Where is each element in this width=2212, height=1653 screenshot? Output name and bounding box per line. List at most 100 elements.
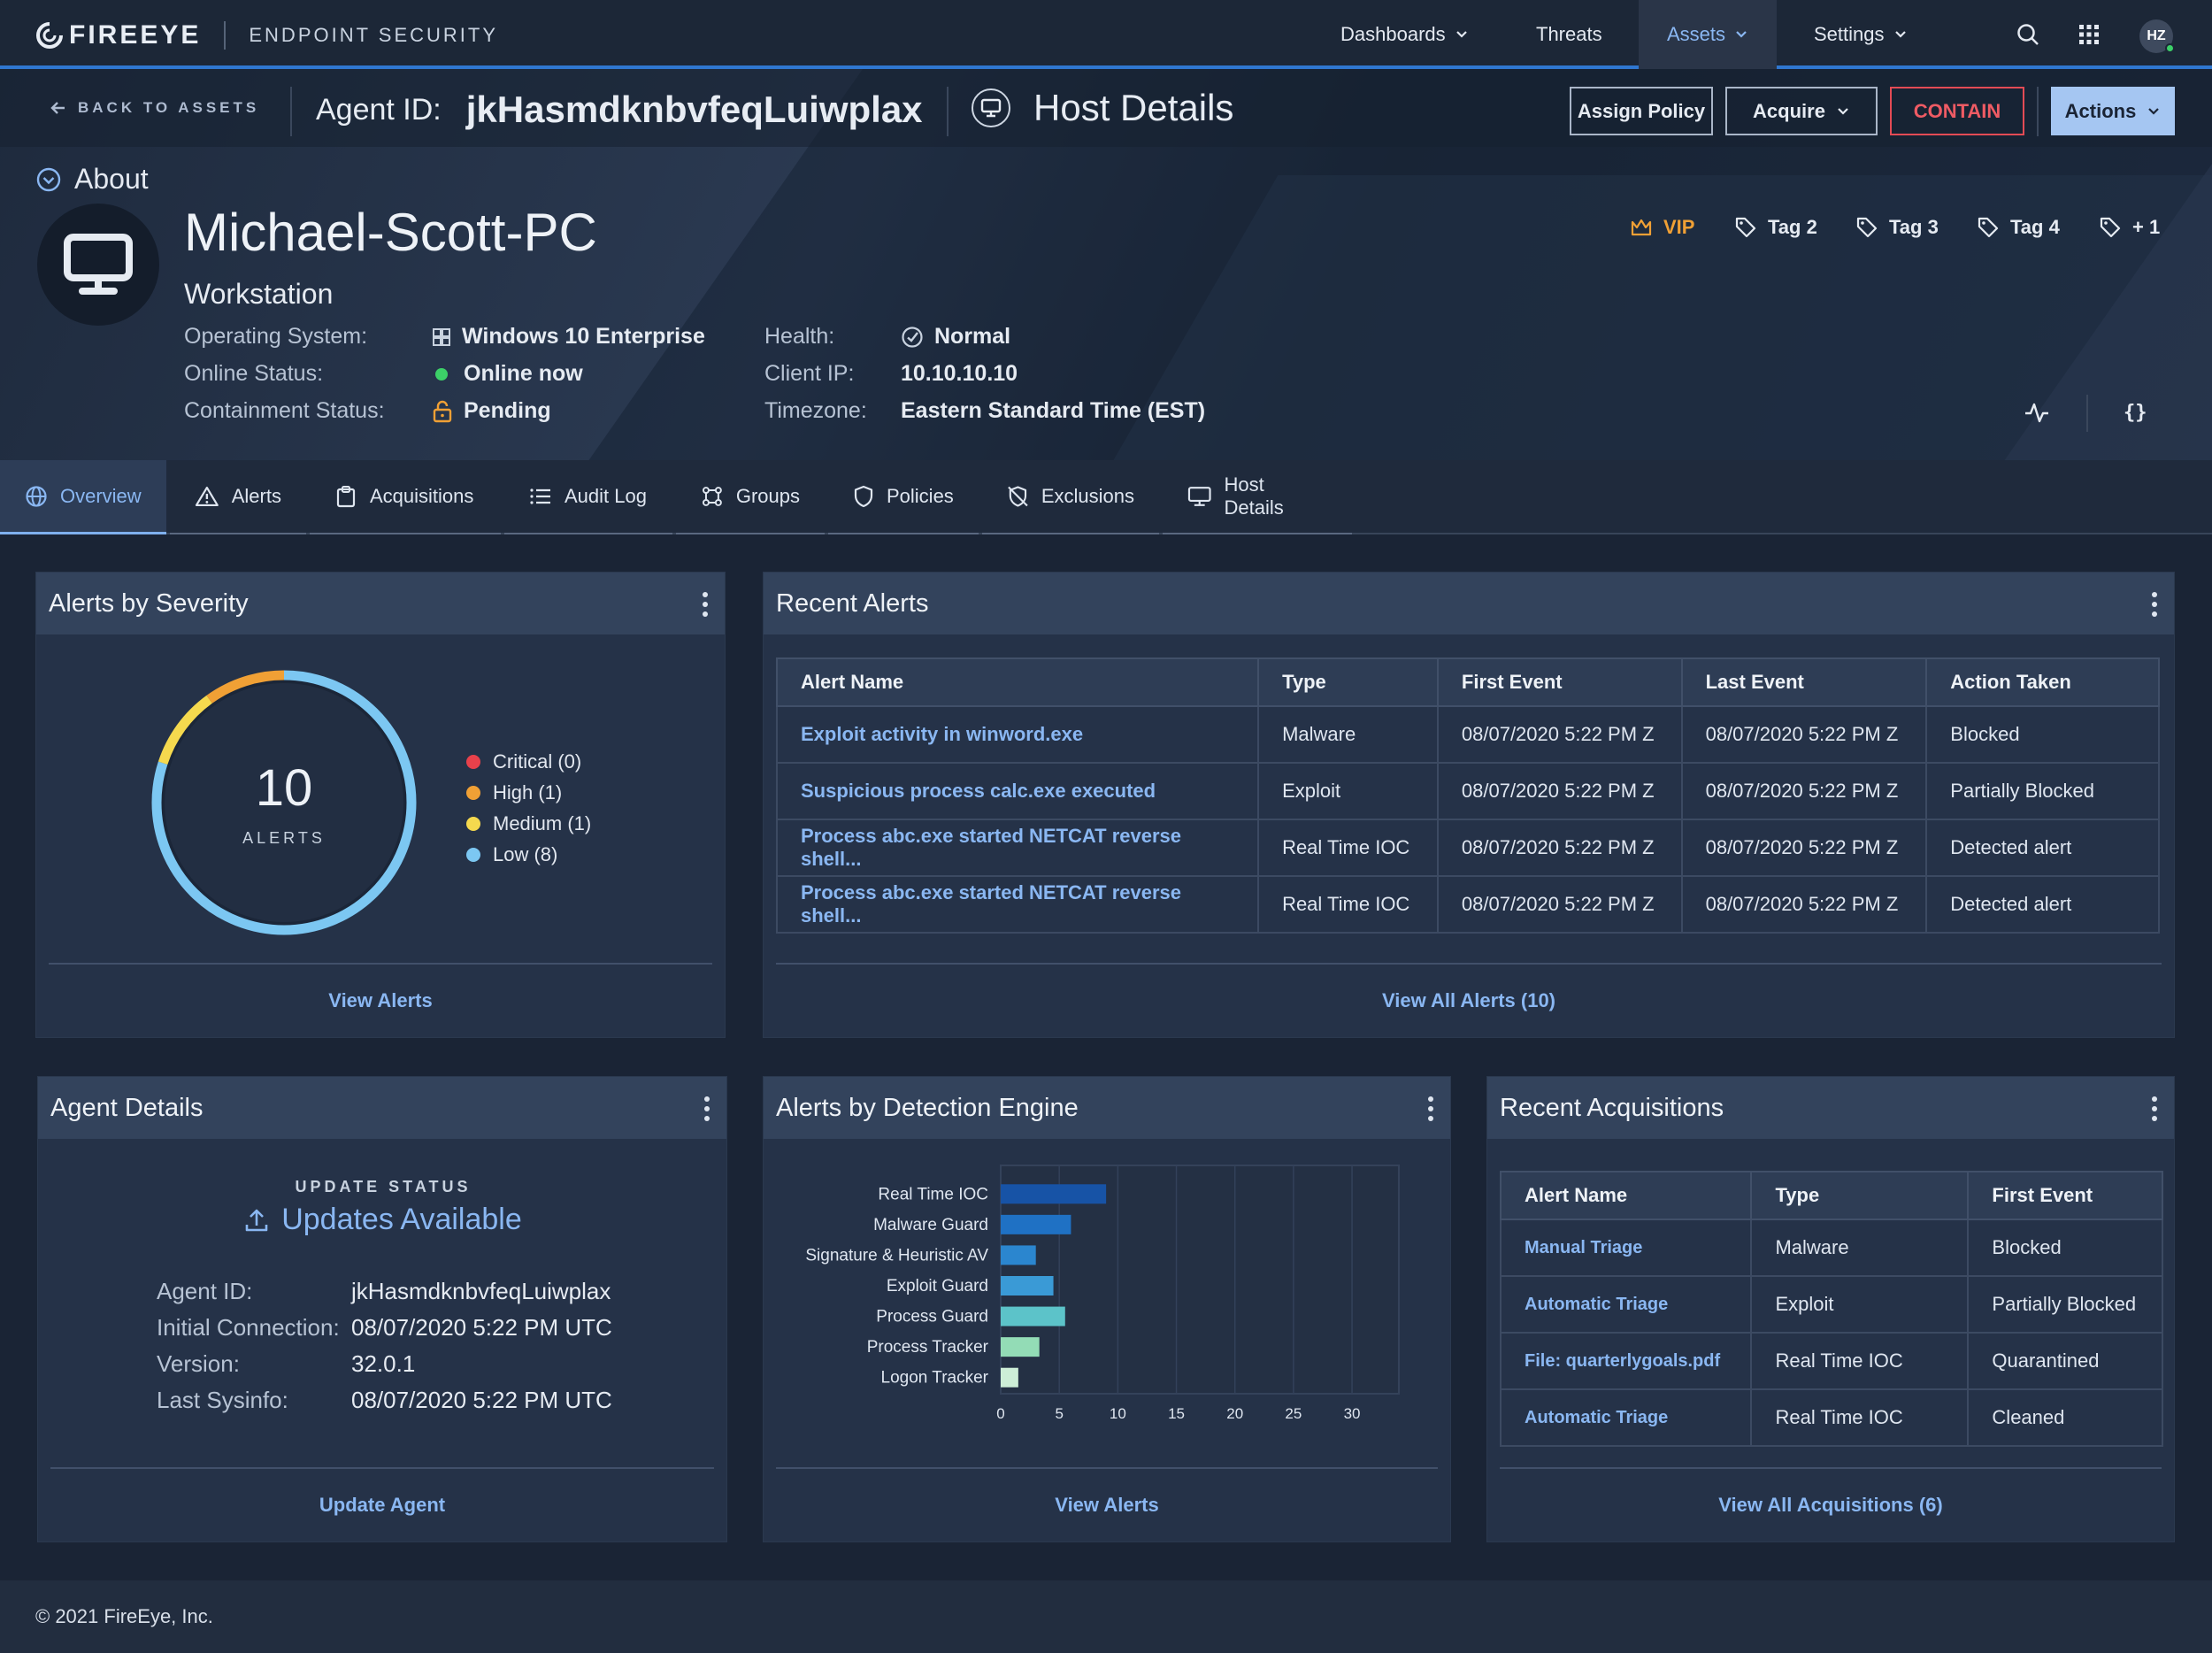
chevron-down-icon	[1736, 31, 1747, 38]
about-label: About	[74, 163, 149, 195]
column-header[interactable]: Type	[1257, 657, 1439, 707]
column-header[interactable]: Alert Name	[775, 657, 1260, 707]
view-all-alerts-link[interactable]: View All Alerts (10)	[776, 963, 2162, 1037]
assign-policy-button[interactable]: Assign Policy	[1570, 87, 1713, 135]
json-braces-icon[interactable]: {}	[2124, 401, 2147, 424]
column-header[interactable]: Action Taken	[1925, 657, 2160, 707]
chevron-down-icon	[1455, 31, 1467, 38]
legend-label: Critical (0)	[493, 750, 582, 773]
update-status[interactable]: Updates Available	[38, 1203, 728, 1237]
fireeye-logo-icon	[36, 22, 63, 49]
logo-text: FIREEYE	[69, 20, 202, 50]
page-footer: © 2021 FireEye, Inc.	[0, 1580, 2212, 1653]
alert-name-link[interactable]: Exploit activity in winword.exe	[775, 705, 1260, 764]
view-all-acquisitions-link[interactable]: View All Acquisitions (6)	[1500, 1467, 2162, 1542]
table-cell: Partially Blocked	[1925, 762, 2160, 820]
back-to-assets-link[interactable]: BACK TO ASSETS	[50, 99, 259, 117]
severity-donut-chart	[151, 670, 417, 935]
view-alerts-link[interactable]: View Alerts	[776, 1467, 1438, 1542]
more-options-icon[interactable]	[2151, 1096, 2158, 1121]
about-toggle[interactable]: About	[35, 163, 149, 196]
bar[interactable]	[1001, 1337, 1040, 1357]
more-options-icon[interactable]	[2151, 592, 2158, 617]
nav-dashboards[interactable]: Dashboards	[1340, 0, 1469, 69]
monitor-icon	[1187, 487, 1211, 506]
tab-host-details[interactable]: Host Details	[1163, 460, 1352, 534]
table-row: Process abc.exe started NETCAT reverse s…	[775, 875, 2160, 934]
acquisition-name-link[interactable]: Automatic Triage	[1499, 1275, 1753, 1334]
tag-3[interactable]: Tag 3	[1855, 216, 1939, 239]
actions-button[interactable]: Actions	[2051, 87, 2175, 135]
acquisition-name-link[interactable]: Manual Triage	[1499, 1219, 1753, 1277]
x-tick-label: 0	[996, 1405, 1004, 1422]
bar[interactable]	[1001, 1245, 1036, 1265]
legend-item-critical: Critical (0)	[466, 746, 591, 777]
monitor-icon	[972, 88, 1010, 127]
bar[interactable]	[1001, 1276, 1054, 1295]
search-icon[interactable]	[2013, 19, 2043, 50]
acquisition-name-link[interactable]: Automatic Triage	[1499, 1388, 1753, 1447]
more-options-icon[interactable]	[1427, 1096, 1434, 1121]
brand[interactable]: FIREEYE ENDPOINT SECURITY	[35, 19, 498, 51]
column-header[interactable]: First Event	[1967, 1171, 2163, 1220]
acquire-button[interactable]: Acquire	[1725, 87, 1878, 135]
tag-vip[interactable]: VIP	[1630, 216, 1694, 239]
nav-settings[interactable]: Settings	[1814, 0, 1908, 69]
nav-assets[interactable]: Assets	[1639, 0, 1777, 69]
bar[interactable]	[1001, 1367, 1018, 1388]
acquisition-name-link[interactable]: File: quarterlygoals.pdf	[1499, 1332, 1753, 1390]
tab-exclusions[interactable]: Exclusions	[982, 460, 1159, 534]
column-header[interactable]: Last Event	[1680, 657, 1928, 707]
legend-swatch	[466, 816, 480, 831]
user-avatar[interactable]: HZ	[2139, 19, 2175, 53]
table-cell: 08/07/2020 5:22 PM Z	[1436, 762, 1683, 820]
tab-audit-log[interactable]: Audit Log	[504, 460, 672, 534]
tag-2[interactable]: Tag 2	[1734, 216, 1817, 239]
more-options-icon[interactable]	[702, 592, 709, 617]
alerts-by-severity-card: Alerts by Severity 10 ALERTS Critical (0…	[35, 572, 726, 1038]
alert-name-link[interactable]: Suspicious process calc.exe executed	[775, 762, 1260, 820]
activity-icon[interactable]	[2023, 398, 2051, 427]
contain-button[interactable]: CONTAIN	[1890, 87, 2024, 135]
bar[interactable]	[1001, 1306, 1065, 1326]
actions-label: Actions	[2064, 99, 2137, 122]
update-status-label: UPDATE STATUS	[295, 1178, 472, 1196]
app-grid-icon[interactable]	[2074, 19, 2104, 50]
tab-policies[interactable]: Policies	[828, 460, 979, 534]
nav-threats[interactable]: Threats	[1536, 0, 1602, 69]
more-options-icon[interactable]	[703, 1096, 710, 1121]
attr-key: Online Status:	[184, 361, 324, 386]
bar[interactable]	[1001, 1184, 1107, 1204]
tab-overview[interactable]: Overview	[0, 460, 166, 534]
column-header[interactable]: Type	[1750, 1171, 1970, 1220]
category-label: Logon Tracker	[881, 1369, 989, 1388]
tag-4[interactable]: Tag 4	[1977, 216, 2060, 239]
bar[interactable]	[1001, 1214, 1071, 1234]
table-header-row: Alert Name Type First Event	[1499, 1171, 2163, 1220]
x-tick-label: 20	[1226, 1405, 1243, 1422]
detail-value: jkHasmdknbvfeqLuiwplax	[351, 1278, 611, 1304]
view-alerts-link[interactable]: View Alerts	[49, 963, 712, 1037]
table-cell: Partially Blocked	[1967, 1275, 2163, 1334]
table-cell: Real Time IOC	[1257, 819, 1439, 877]
alert-name-link[interactable]: Process abc.exe started NETCAT reverse s…	[775, 819, 1260, 877]
column-header[interactable]: First Event	[1436, 657, 1683, 707]
nav-assets-label: Assets	[1666, 23, 1726, 45]
table-cell: Detected alert	[1925, 875, 2160, 934]
recent-acquisitions-card: Recent Acquisitions Alert Name Type Firs…	[1486, 1076, 2175, 1542]
tab-label: Audit Log	[565, 485, 647, 507]
tag-more[interactable]: + 1	[2099, 216, 2160, 239]
product-name: ENDPOINT SECURITY	[249, 24, 498, 46]
table-cell: 08/07/2020 5:22 PM Z	[1436, 705, 1683, 764]
tab-groups[interactable]: Groups	[676, 460, 825, 534]
legend-label: High (1)	[493, 780, 563, 803]
tab-acquisitions[interactable]: Acquisitions	[310, 460, 501, 534]
donut-segment-high	[151, 670, 417, 935]
attr-timezone: Timezone: Eastern Standard Time (EST)	[764, 398, 1205, 424]
copyright-text: © 2021 FireEye, Inc.	[35, 1605, 213, 1627]
update-agent-link[interactable]: Update Agent	[50, 1467, 714, 1542]
alert-name-link[interactable]: Process abc.exe started NETCAT reverse s…	[775, 875, 1260, 934]
tab-alerts[interactable]: Alerts	[170, 460, 306, 534]
icon-divider	[2086, 395, 2088, 432]
column-header[interactable]: Alert Name	[1499, 1171, 1753, 1220]
